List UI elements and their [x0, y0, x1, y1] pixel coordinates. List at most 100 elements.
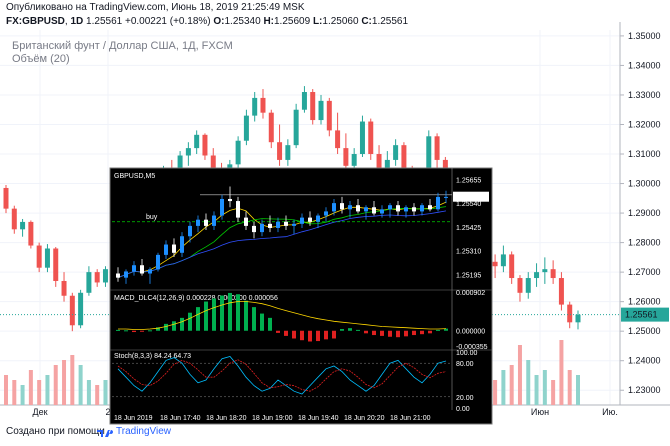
mt4-candle-body [436, 196, 440, 210]
mt4-price-tick-label: 1.25540 [456, 201, 481, 208]
candle-body [28, 221, 34, 246]
price-change: +0.00221 (+0.18%) [124, 16, 211, 27]
candle-body [20, 221, 26, 230]
mt4-macd-bar [132, 330, 136, 333]
volume-bar [45, 375, 50, 405]
mt4-candle-body [404, 207, 408, 212]
mt4-candle-body [172, 244, 176, 253]
mt4-macd-bar [140, 330, 144, 332]
close-value: 1.25561 [371, 16, 409, 27]
mt4-macd-bar [332, 330, 336, 339]
mt4-stoch-tick-label: 80.00 [456, 361, 474, 368]
mt4-macd-bar [220, 295, 224, 331]
mt4-candle-body [244, 217, 248, 226]
candle-body [401, 145, 407, 172]
mt4-candle-body [332, 203, 336, 212]
mt4-candle-body [180, 236, 184, 253]
mt4-candle-body [260, 223, 264, 233]
mt4-candle-body [388, 205, 392, 210]
volume-bar [86, 380, 91, 405]
mt4-candle-body [380, 209, 384, 214]
mt4-macd-bar [276, 330, 280, 333]
mt4-macd-bar [180, 317, 184, 331]
mt4-macd-signal-line [118, 301, 447, 330]
mt4-macd-bar [228, 292, 232, 331]
candle-body [550, 269, 556, 279]
mt4-macd-bar [244, 300, 248, 331]
candle-body [326, 100, 332, 131]
candle-body [69, 295, 75, 326]
candle-body [86, 272, 92, 293]
mt4-candle-body [316, 215, 320, 222]
candle-body [567, 304, 573, 323]
candle-body [492, 261, 498, 267]
mt4-stoch-line [117, 356, 447, 395]
high-value: 1.25609 [274, 16, 311, 27]
volume-bar [53, 365, 58, 405]
mt4-stoch-tick-label: 100.00 [456, 350, 478, 357]
tradingview-logo-icon [97, 430, 114, 437]
mt4-macd-bar [164, 323, 168, 331]
candle-body [202, 134, 208, 156]
candle-body [376, 154, 382, 175]
candle-body [393, 145, 399, 160]
candle-body [359, 121, 365, 155]
volume-bar [551, 380, 556, 405]
candle-body [194, 134, 200, 149]
price-tick-label: 1.28000 [628, 238, 661, 248]
candle-body [542, 269, 548, 273]
candle-body [252, 97, 258, 116]
mt4-macd-tick-label: 0.000902 [456, 290, 485, 297]
time-tick-label: Дек [32, 407, 47, 417]
open-label: O: [213, 16, 225, 27]
mt4-candle-body [156, 254, 160, 270]
mt4-macd-bar [340, 329, 344, 331]
volume-bar [501, 370, 506, 405]
mt4-macd-bar [124, 330, 128, 332]
low-value: 1.25060 [322, 16, 359, 27]
tradingview-brand: TradingView [116, 426, 172, 437]
mt4-inset-panel [109, 167, 493, 425]
volume-bar [95, 385, 100, 405]
mt4-candle-body [228, 198, 232, 202]
mt4-macd-bar [316, 330, 320, 342]
candle-body [285, 145, 291, 160]
mt4-macd-bar [260, 313, 264, 331]
candle-body [343, 148, 349, 166]
mt4-candle-body [236, 201, 240, 218]
candle-body [235, 140, 241, 165]
mt4-stoch-label: Stoch(8,3,3) 84.24 64.73 [114, 353, 191, 360]
mt4-macd-bar [324, 330, 328, 340]
volume-bar [20, 385, 25, 405]
time-tick-label: Ию. [602, 407, 618, 417]
low-label: L: [312, 16, 323, 27]
mt4-macd-bar [156, 327, 160, 331]
volume-bar [12, 380, 17, 405]
mt4-time-tick-label: 18 Jun 19:00 [252, 415, 293, 422]
candle-body [517, 278, 523, 293]
candle-body [268, 112, 274, 143]
volume-bar [576, 375, 580, 405]
volume-bar [559, 340, 564, 405]
time-tick-label: 2 [105, 407, 110, 417]
ohlc-header: FX:GBPUSD, 1D 1.25561 +0.00221 (+0.18%) … [6, 16, 409, 27]
mt4-macd-bar [236, 294, 240, 331]
mt4-macd-bar [284, 330, 288, 336]
footer-caption: Создано при помощи [6, 426, 105, 437]
mt4-time-tick-label: 18 Jun 21:00 [390, 415, 431, 422]
mt4-candle-body [412, 207, 416, 212]
mt4-macd-bar [212, 298, 216, 331]
volume-bar [509, 365, 514, 405]
candle-body [558, 278, 564, 305]
price-tick-label: 1.23000 [628, 385, 661, 395]
mt4-candle-body [204, 219, 208, 226]
mt4-candle-body [300, 217, 304, 224]
mt4-macd-bar [300, 330, 304, 341]
volume-bar [534, 375, 539, 405]
volume-label: Объём (20) [12, 53, 70, 65]
candle-body [102, 269, 108, 283]
mt4-candle-body [116, 273, 120, 278]
mt4-macd-bar [388, 330, 392, 337]
mt4-price-tick-label: 1.25655 [456, 177, 481, 184]
